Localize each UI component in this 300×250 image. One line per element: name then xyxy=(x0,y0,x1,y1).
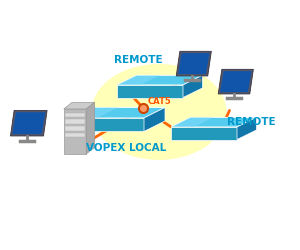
Text: VOPEX LOCAL: VOPEX LOCAL xyxy=(85,144,166,154)
Polygon shape xyxy=(11,110,47,136)
Polygon shape xyxy=(176,51,211,76)
Polygon shape xyxy=(64,102,95,109)
Polygon shape xyxy=(237,117,256,140)
Polygon shape xyxy=(64,109,86,154)
Polygon shape xyxy=(65,126,85,130)
Polygon shape xyxy=(178,53,210,74)
Polygon shape xyxy=(117,85,183,98)
Polygon shape xyxy=(65,120,85,124)
Polygon shape xyxy=(183,75,203,98)
Polygon shape xyxy=(117,75,202,85)
Polygon shape xyxy=(220,71,251,92)
Polygon shape xyxy=(218,69,253,94)
Text: REMOTE: REMOTE xyxy=(226,118,275,128)
Polygon shape xyxy=(86,102,95,154)
Polygon shape xyxy=(171,127,237,140)
Polygon shape xyxy=(117,75,160,85)
Polygon shape xyxy=(144,108,165,132)
Ellipse shape xyxy=(92,64,226,160)
Polygon shape xyxy=(65,113,85,117)
Polygon shape xyxy=(171,117,214,127)
Polygon shape xyxy=(72,118,144,132)
Polygon shape xyxy=(171,117,256,127)
Polygon shape xyxy=(12,112,45,134)
Text: CAT5: CAT5 xyxy=(148,97,172,106)
Polygon shape xyxy=(72,108,165,118)
Text: REMOTE: REMOTE xyxy=(114,56,163,66)
Polygon shape xyxy=(72,108,118,118)
Polygon shape xyxy=(65,133,85,137)
